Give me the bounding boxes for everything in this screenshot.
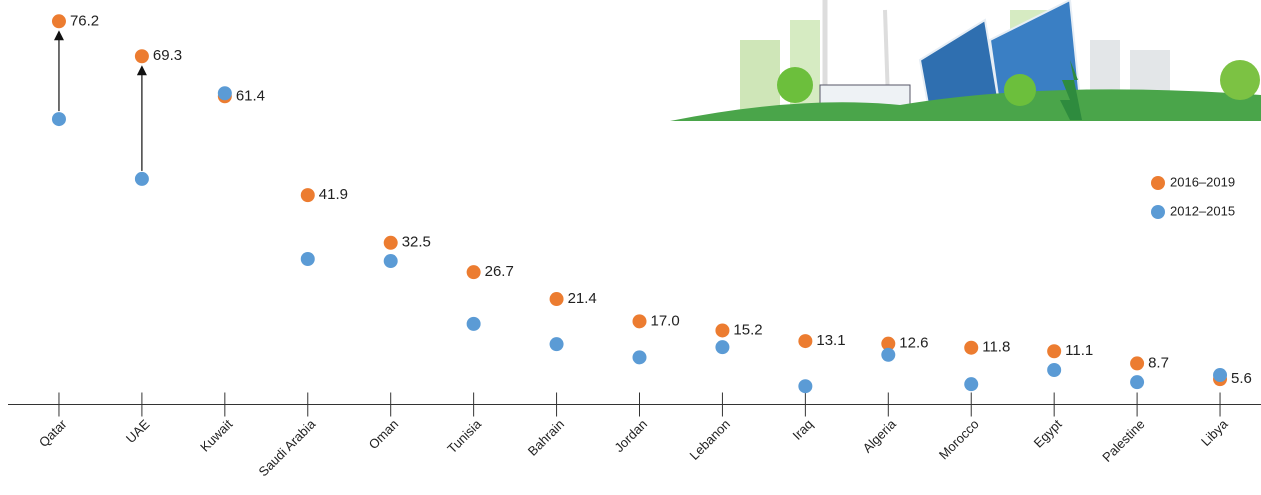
dot: [300, 188, 315, 203]
dot: [1130, 375, 1145, 390]
tree: [1220, 60, 1260, 100]
dot: [798, 334, 813, 349]
dot: [300, 251, 315, 266]
x-tick-label: Iraq: [789, 416, 815, 442]
x-tick-label: Saudi Arabia: [256, 416, 319, 479]
x-tick-label: Palestine: [1099, 416, 1147, 464]
dot: [964, 377, 979, 392]
value-label: 8.7: [1148, 354, 1169, 371]
dot: [383, 254, 398, 269]
value-label: 12.6: [899, 335, 928, 352]
tree: [777, 67, 813, 103]
value-label: 17.0: [651, 312, 680, 329]
dot: [466, 265, 481, 280]
x-tick-label: Algeria: [860, 416, 900, 456]
tree: [1060, 60, 1082, 120]
illustration: [670, 0, 1261, 121]
x-tick-label: Tunisia: [444, 416, 484, 456]
value-label: 21.4: [568, 290, 597, 307]
dot: [1213, 368, 1228, 383]
x-tick-label: Bahrain: [525, 416, 567, 458]
value-label: 41.9: [319, 186, 348, 203]
value-label: 11.1: [1065, 342, 1093, 359]
dot: [549, 337, 564, 352]
dot: [466, 316, 481, 331]
value-label: 69.3: [153, 47, 182, 64]
hill: [670, 89, 1261, 121]
legend-swatch: [1151, 176, 1165, 190]
value-label: 13.1: [816, 332, 845, 349]
x-tick-label: Lebanon: [687, 416, 733, 462]
value-label: 15.2: [733, 321, 762, 338]
dot: [51, 112, 66, 127]
value-label: 32.5: [402, 234, 431, 251]
x-tick-label: Qatar: [36, 416, 70, 450]
x-tick-label: Jordan: [611, 416, 650, 455]
x-tick-label: Oman: [366, 416, 402, 452]
tree: [1004, 74, 1036, 106]
dot: [549, 292, 564, 307]
x-tick-label: UAE: [123, 416, 153, 446]
dot: [1047, 344, 1062, 359]
dot: [881, 336, 896, 351]
x-tick-label: Kuwait: [197, 416, 235, 454]
dot: [632, 314, 647, 329]
dot: [715, 323, 730, 338]
value-label: 5.6: [1231, 370, 1252, 387]
legend-label: 2016–2019: [1170, 174, 1235, 189]
legend-swatch: [1151, 205, 1165, 219]
dot: [964, 340, 979, 355]
value-label: 61.4: [236, 87, 265, 104]
dot: [1047, 362, 1062, 377]
value-label: 76.2: [70, 12, 99, 29]
value-label: 11.8: [982, 339, 1010, 356]
dot: [134, 171, 149, 186]
dot: [632, 350, 647, 365]
dot: [715, 340, 730, 355]
dot: [383, 235, 398, 250]
dot: [798, 379, 813, 394]
dot: [51, 14, 66, 29]
dot: [134, 49, 149, 64]
x-tick-label: Egypt: [1031, 416, 1065, 450]
value-label: 26.7: [485, 263, 514, 280]
dot: [1130, 356, 1145, 371]
x-tick-label: Morocco: [936, 416, 982, 462]
legend-label: 2012–2015: [1170, 203, 1235, 218]
dot: [217, 86, 232, 101]
x-tick-label: Libya: [1198, 416, 1231, 449]
dot: [881, 347, 896, 362]
